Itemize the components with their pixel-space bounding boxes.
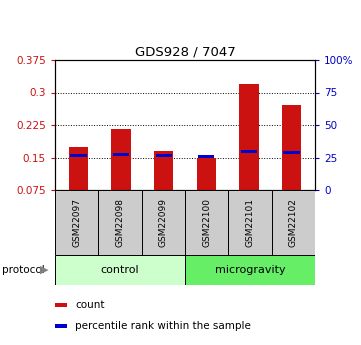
Text: GSM22101: GSM22101 bbox=[245, 198, 255, 247]
Text: control: control bbox=[101, 265, 139, 275]
Text: count: count bbox=[75, 300, 105, 310]
Title: GDS928 / 7047: GDS928 / 7047 bbox=[135, 46, 235, 59]
Bar bbox=[113, 152, 129, 156]
Bar bbox=[282, 105, 301, 190]
Bar bbox=[239, 84, 258, 190]
Bar bbox=[98, 190, 142, 255]
Bar bbox=[154, 151, 173, 190]
Bar bbox=[70, 154, 87, 157]
Bar bbox=[185, 190, 229, 255]
Text: GSM22097: GSM22097 bbox=[72, 198, 81, 247]
Bar bbox=[198, 155, 214, 158]
Text: GSM22100: GSM22100 bbox=[202, 198, 211, 247]
Bar bbox=[55, 304, 68, 307]
Bar bbox=[156, 154, 172, 157]
Bar bbox=[229, 190, 272, 255]
Text: GSM22099: GSM22099 bbox=[159, 198, 168, 247]
Text: GSM22102: GSM22102 bbox=[289, 198, 298, 247]
Bar bbox=[241, 150, 257, 154]
Bar bbox=[142, 190, 185, 255]
Bar bbox=[197, 158, 216, 190]
Bar bbox=[55, 190, 98, 255]
Bar bbox=[112, 129, 131, 190]
Text: ▶: ▶ bbox=[40, 265, 48, 275]
Text: microgravity: microgravity bbox=[215, 265, 285, 275]
Bar bbox=[55, 255, 185, 285]
Bar bbox=[185, 255, 315, 285]
Text: GSM22098: GSM22098 bbox=[116, 198, 125, 247]
Bar bbox=[272, 190, 315, 255]
Bar bbox=[69, 147, 88, 190]
Text: percentile rank within the sample: percentile rank within the sample bbox=[75, 321, 251, 331]
Bar bbox=[55, 324, 68, 327]
Text: protocol: protocol bbox=[2, 265, 44, 275]
Bar bbox=[283, 151, 300, 154]
